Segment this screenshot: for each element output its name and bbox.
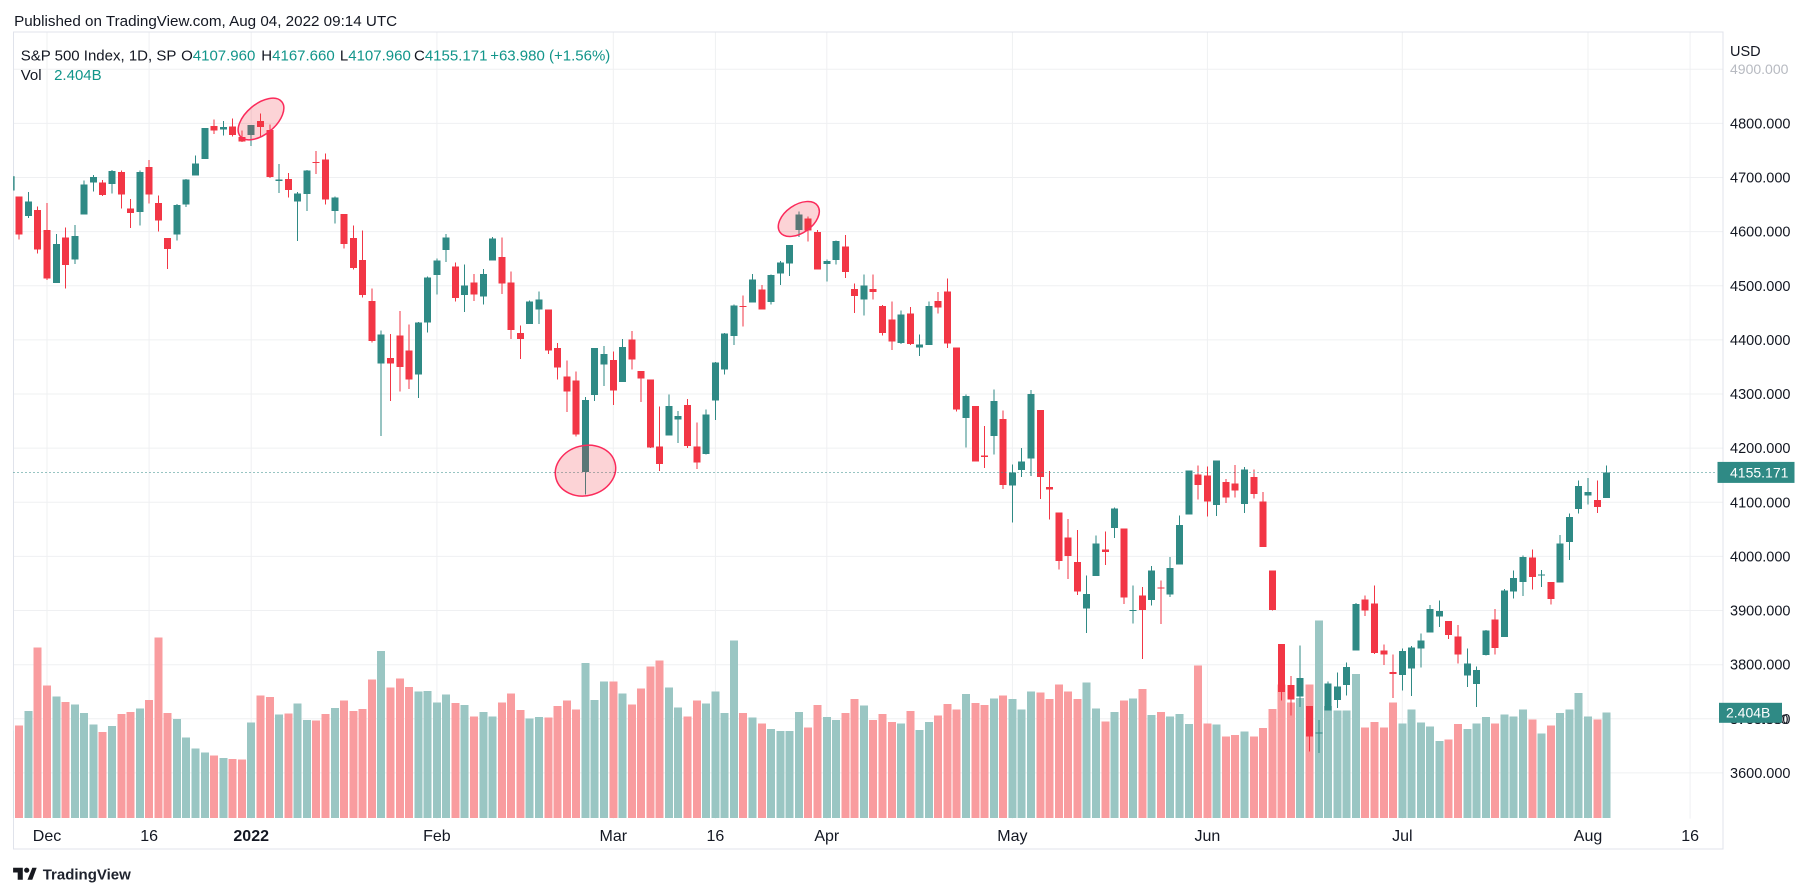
svg-text:4400.000: 4400.000: [1730, 333, 1790, 349]
svg-text:Apr: Apr: [814, 828, 840, 845]
svg-text:4100.000: 4100.000: [1730, 495, 1790, 511]
svg-text:Published on TradingView.com,: Published on TradingView.com, Aug 04, 20…: [14, 13, 397, 30]
svg-text:May: May: [997, 828, 1027, 845]
svg-text:4700.000: 4700.000: [1730, 171, 1790, 187]
svg-text:3800.000: 3800.000: [1730, 658, 1790, 674]
svg-text:S&P 500 Index, 1D, SP: S&P 500 Index, 1D, SP: [21, 48, 177, 65]
svg-text:3900.000: 3900.000: [1730, 604, 1790, 620]
svg-text:L4107.960: L4107.960: [340, 48, 411, 65]
svg-text:2.404B: 2.404B: [1726, 705, 1770, 721]
svg-text:2022: 2022: [233, 828, 269, 845]
svg-text:2.404B: 2.404B: [54, 67, 102, 84]
svg-text:16: 16: [140, 828, 158, 845]
svg-text:Jul: Jul: [1392, 828, 1412, 845]
svg-text:16: 16: [1681, 828, 1699, 845]
svg-text:4200.000: 4200.000: [1730, 441, 1790, 457]
svg-text:O4107.960: O4107.960: [181, 48, 255, 65]
svg-text:C4155.171: C4155.171: [414, 48, 487, 65]
svg-text:+63.980 (+1.56%): +63.980 (+1.56%): [490, 48, 610, 65]
svg-text:4155.171: 4155.171: [1730, 464, 1789, 480]
svg-text:16: 16: [707, 828, 725, 845]
svg-text:TradingView: TradingView: [43, 867, 131, 884]
svg-text:3600.000: 3600.000: [1730, 766, 1790, 782]
svg-text:4500.000: 4500.000: [1730, 279, 1790, 295]
svg-text:H4167.660: H4167.660: [261, 48, 334, 65]
svg-text:4000.000: 4000.000: [1730, 549, 1790, 565]
svg-text:4600.000: 4600.000: [1730, 225, 1790, 241]
svg-text:4300.000: 4300.000: [1730, 387, 1790, 403]
svg-text:Jun: Jun: [1195, 828, 1221, 845]
svg-text:Mar: Mar: [600, 828, 628, 845]
svg-text:Vol: Vol: [21, 67, 42, 84]
svg-text:USD: USD: [1730, 44, 1761, 60]
svg-text:Dec: Dec: [33, 828, 61, 845]
svg-text:4900.000: 4900.000: [1730, 61, 1789, 77]
svg-text:Aug: Aug: [1574, 828, 1602, 845]
svg-text:4800.000: 4800.000: [1730, 116, 1790, 132]
svg-text:Feb: Feb: [423, 828, 451, 845]
